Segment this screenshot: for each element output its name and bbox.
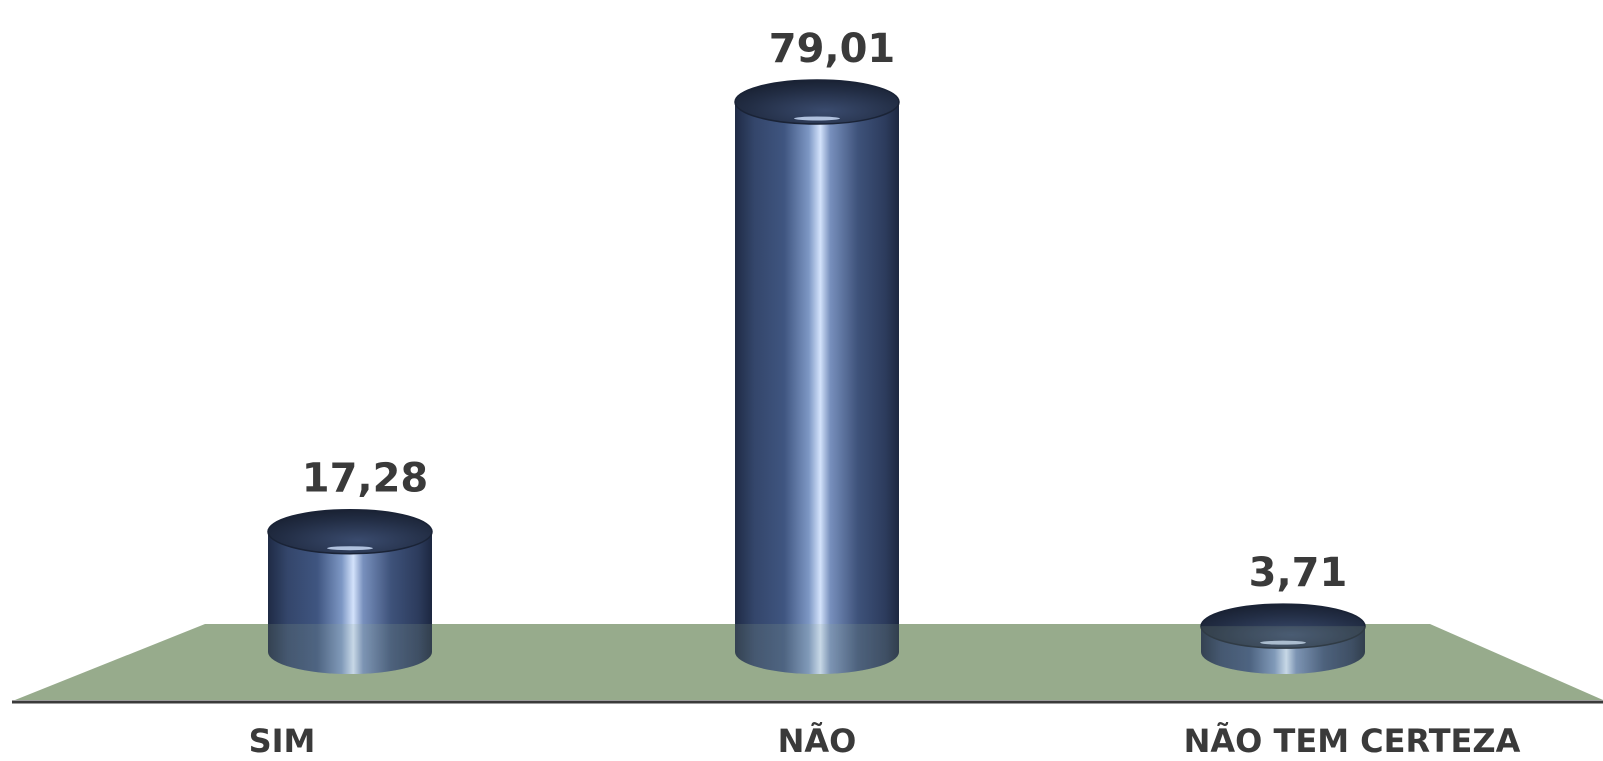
category-label-n-o: NÃO (778, 722, 857, 760)
bar-floor-overlay (735, 624, 899, 674)
bar-body (268, 531, 432, 674)
value-label-sim: 17,28 (302, 456, 429, 502)
bar-top-highlight (1260, 640, 1306, 645)
bar-top-highlight (327, 546, 373, 551)
bar-sim (267, 508, 433, 674)
bars-group (267, 79, 1366, 674)
bar-top (1200, 603, 1366, 649)
bar-floor-overlay (1201, 626, 1365, 674)
category-label-n-o-tem-certeza: NÃO TEM CERTEZA (1184, 722, 1521, 760)
bar-floor-overlay (268, 624, 432, 674)
value-label-n-o-tem-certeza: 3,71 (1249, 550, 1348, 596)
bar-top (734, 79, 900, 125)
bar-n-o (734, 79, 900, 674)
category-label-sim: SIM (249, 722, 316, 760)
bar-body (735, 102, 899, 674)
bar-top (267, 508, 433, 555)
value-label-n-o: 79,01 (769, 26, 896, 72)
bar-top-highlight (794, 116, 840, 121)
bar-n-o-tem-certeza (1200, 603, 1366, 674)
labels-group: 17,28 SIM 79,01 NÃO 3,71 NÃO TEM CERTEZA (249, 26, 1521, 760)
floor-overlays (268, 624, 1365, 674)
